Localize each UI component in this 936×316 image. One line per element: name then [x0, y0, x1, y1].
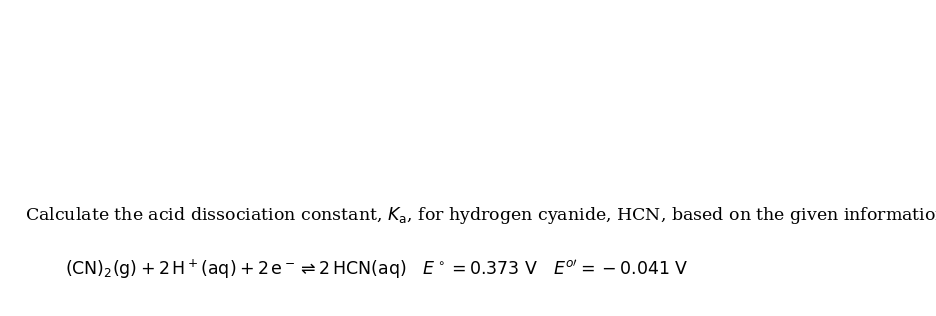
Text: Calculate the acid dissociation constant, $K_\mathrm{a}$, for hydrogen cyanide, : Calculate the acid dissociation constant… [25, 205, 936, 226]
Text: $(\mathrm{CN})_2(\mathrm{g}) + 2\,\mathrm{H}^+(\mathrm{aq}) + 2\,\mathrm{e}^-\ri: $(\mathrm{CN})_2(\mathrm{g}) + 2\,\mathr… [65, 258, 689, 281]
